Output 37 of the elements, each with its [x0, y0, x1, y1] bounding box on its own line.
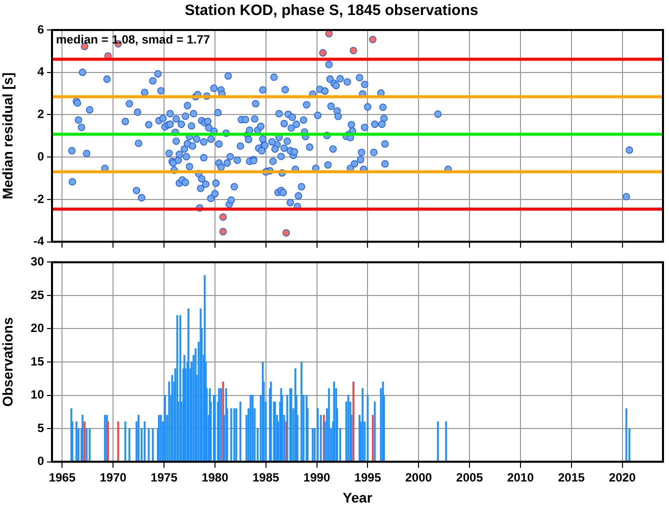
y-tick-label: 10 [30, 388, 44, 402]
x-tick-label: 1995 [354, 470, 382, 484]
y-tick-label: 25 [30, 288, 44, 302]
point [369, 36, 376, 44]
x-axis-title: Year [342, 489, 373, 506]
annotation: median = 1.08, smad = 1.77 [56, 32, 210, 46]
x-tick-label: 1990 [303, 470, 330, 484]
y-axis-title: Median residual [s] [0, 72, 16, 200]
point [319, 49, 327, 57]
point [219, 213, 227, 221]
x-tick-label: 2005 [456, 470, 484, 484]
y-tick-label: 4 [37, 64, 44, 79]
y-tick-label: -4 [33, 234, 44, 248]
chart-title: Station KOD, phase S, 1845 observations [184, 2, 478, 20]
point [350, 46, 358, 54]
y-tick-label: -2 [33, 192, 44, 206]
y-tick-label: 6 [37, 22, 44, 36]
x-tick-label: 2010 [507, 470, 534, 484]
x-tick-label: 2015 [558, 470, 586, 484]
point [219, 228, 227, 236]
x-tick-label: 1970 [100, 470, 127, 484]
y-tick-label: 15 [30, 354, 44, 368]
y-axis-title: Observations [0, 317, 16, 407]
x-tick-label: 1975 [150, 470, 178, 484]
x-tick-label: 1985 [252, 470, 280, 484]
y-tick-label: 2 [37, 107, 44, 122]
y-tick-label: 5 [37, 420, 44, 435]
x-tick-label: 1980 [202, 470, 229, 484]
x-tick-label: 2000 [405, 470, 432, 484]
x-tick-label: 1965 [48, 470, 76, 484]
point [282, 229, 290, 237]
point [325, 30, 333, 38]
y-tick-label: 0 [37, 149, 44, 164]
y-tick-label: 0 [37, 454, 44, 468]
x-tick-label: 2020 [608, 470, 636, 484]
y-tick-label: 30 [30, 254, 44, 269]
y-tick-label: 20 [30, 321, 44, 336]
